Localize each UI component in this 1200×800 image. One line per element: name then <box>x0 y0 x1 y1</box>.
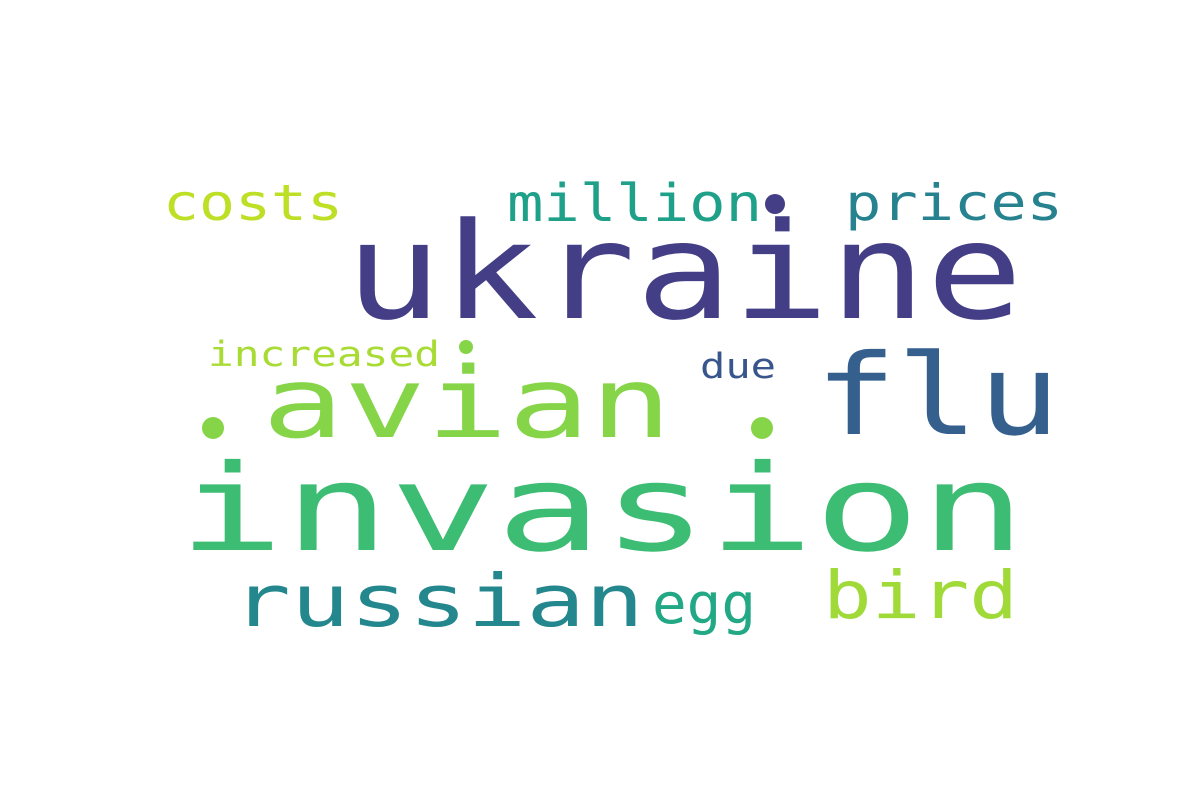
word-egg: egg <box>652 572 756 637</box>
word-russian: russian <box>232 559 645 643</box>
word-flu: flu <box>815 331 1061 461</box>
dot-mark <box>751 417 773 439</box>
word-costs: costs <box>163 174 344 232</box>
word-due: due <box>700 347 777 387</box>
dot-mark <box>202 417 224 439</box>
word-bird: bird <box>823 557 1019 634</box>
word-avian: avian <box>262 347 673 461</box>
word-ukraine: ukraine <box>345 194 1024 350</box>
word-prices: prices <box>845 174 1063 232</box>
word-invasion: invasion <box>178 440 1026 579</box>
word-million: million <box>507 174 763 234</box>
word-increased: increased <box>208 335 441 375</box>
dot-mark <box>765 194 785 214</box>
dot-mark <box>459 340 473 354</box>
